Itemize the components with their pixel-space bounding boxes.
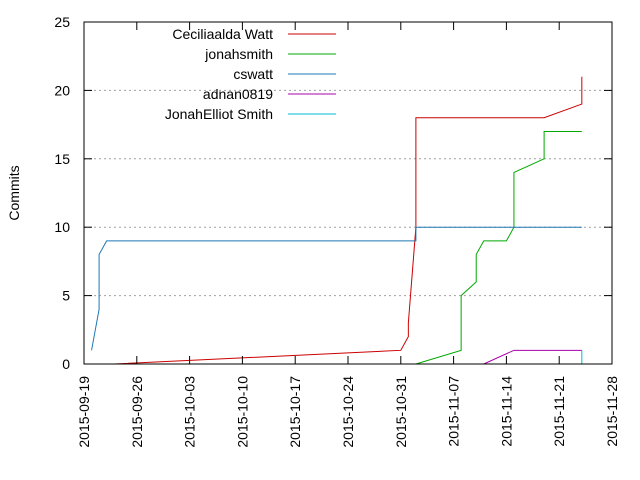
- x-tick-label: 2015-09-26: [129, 376, 145, 448]
- legend-label: JonahElliot Smith: [165, 106, 273, 122]
- x-tick-label: 2015-11-07: [446, 376, 462, 447]
- x-tick-label: 2015-11-21: [551, 376, 567, 447]
- legend: Ceciliaalda Watt jonahsmith cswatt adnan081…: [165, 26, 336, 122]
- series-line-cswatt: [91, 226, 582, 351]
- x-tick-label: 2015-10-31: [393, 376, 409, 448]
- legend-label: Ceciliaalda Watt: [172, 26, 273, 42]
- legend-label: jonahsmith: [204, 46, 273, 62]
- x-tick-label: 2015-10-03: [182, 376, 198, 448]
- x-tick-label: 2015-11-14: [498, 376, 514, 447]
- y-tick-label: 10: [54, 219, 70, 235]
- gridlines: [84, 89, 612, 297]
- y-tick-label: 0: [62, 356, 70, 372]
- series-line-adnan0819: [483, 349, 582, 365]
- y-tick-label: 5: [62, 288, 70, 304]
- plot-frame: [83, 21, 613, 365]
- series-line-jonahsmith: [415, 130, 582, 365]
- x-tick-label: 2015-10-24: [340, 376, 356, 448]
- y-tick-label: 20: [54, 82, 70, 98]
- x-tick-label: 2015-10-10: [234, 376, 250, 448]
- legend-label: adnan0819: [203, 86, 273, 102]
- x-tick-label: 2015-10-17: [287, 376, 303, 448]
- legend-label: cswatt: [233, 66, 273, 82]
- x-tick-label: 2015-11-28: [604, 376, 620, 447]
- axis-ticks: 0 5 10 15 20 25 2015-09-19 2015-09-26 2015-10-03…: [54, 14, 620, 448]
- series-lines: [91, 76, 583, 365]
- y-tick-label: 25: [54, 14, 70, 30]
- x-tick-label: 2015-09-19: [76, 376, 92, 448]
- y-tick-label: 15: [54, 151, 70, 167]
- y-axis-label: Commits: [6, 165, 22, 220]
